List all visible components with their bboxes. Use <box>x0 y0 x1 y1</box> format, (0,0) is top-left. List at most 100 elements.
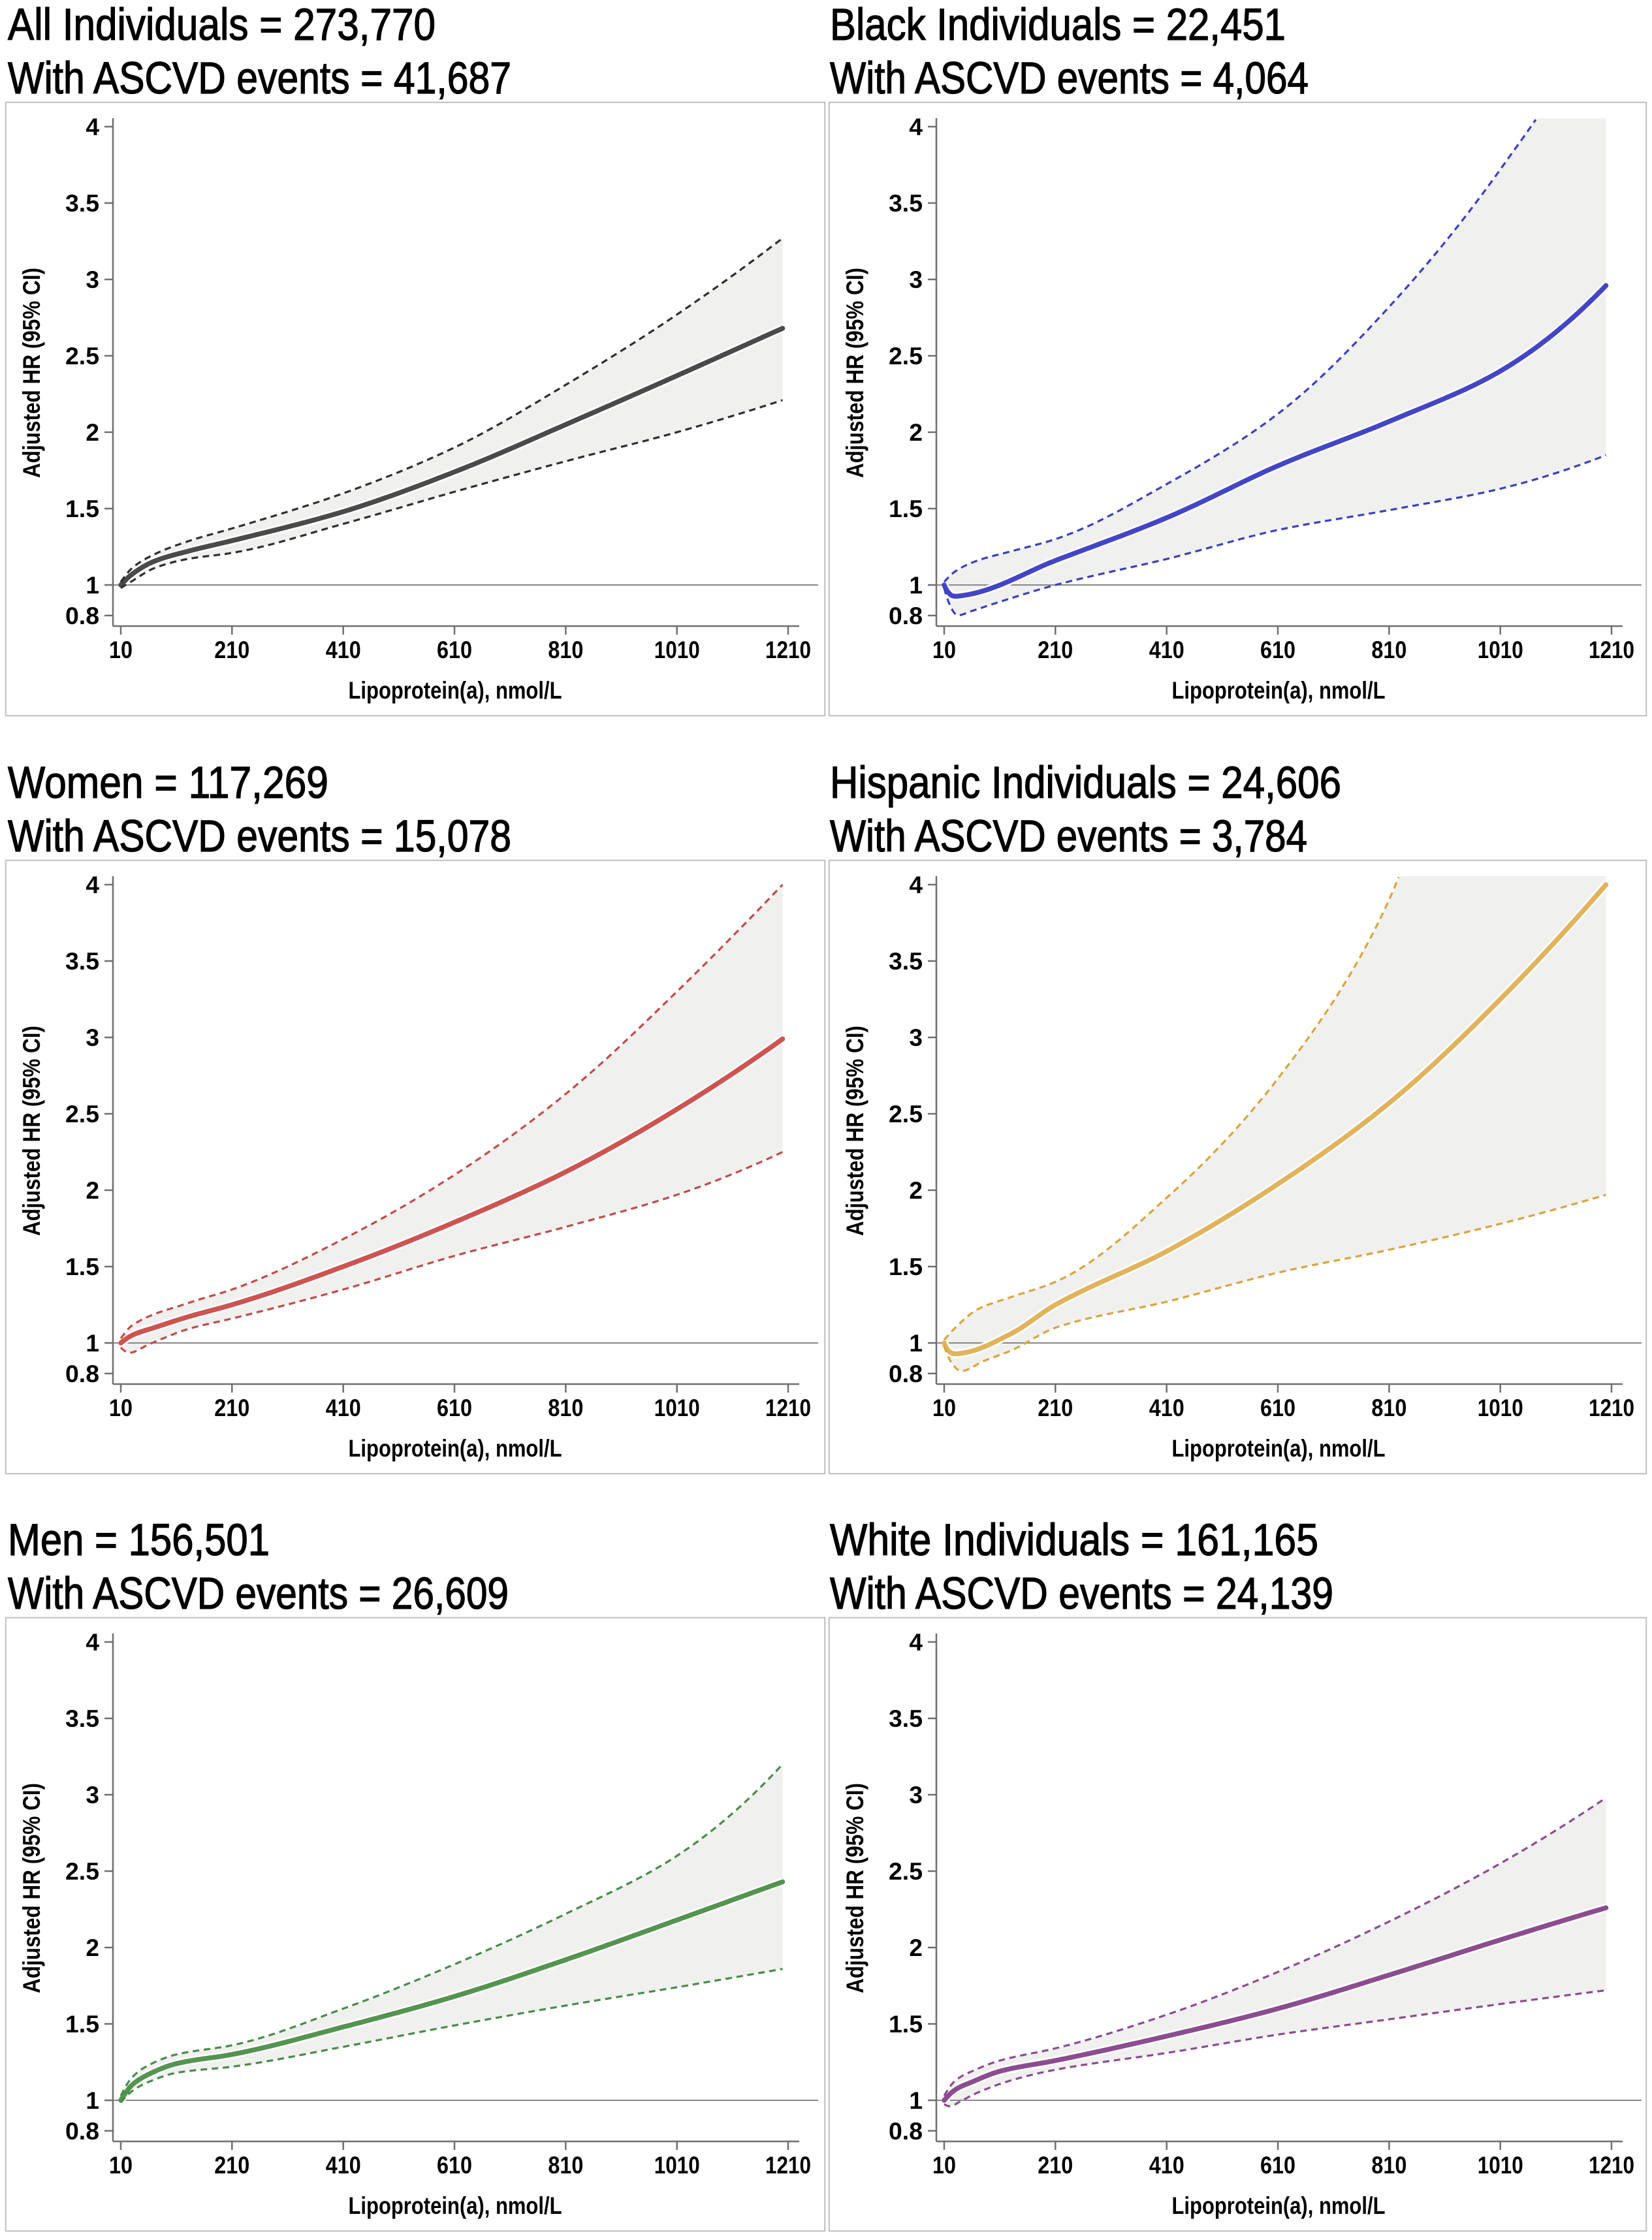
svg-text:1210: 1210 <box>1589 637 1634 663</box>
svg-text:2.5: 2.5 <box>889 343 923 370</box>
svg-text:10: 10 <box>109 2152 133 2179</box>
svg-text:210: 210 <box>214 637 249 663</box>
svg-text:Black Individuals = 22,451: Black Individuals = 22,451 <box>830 0 1286 50</box>
svg-text:Lipoprotein(a), nmol/L: Lipoprotein(a), nmol/L <box>1172 2192 1386 2219</box>
svg-text:1010: 1010 <box>1478 637 1523 663</box>
svg-text:2: 2 <box>86 1934 99 1961</box>
svg-text:1010: 1010 <box>1478 1395 1523 1421</box>
svg-text:3.5: 3.5 <box>65 1705 99 1732</box>
svg-text:2.5: 2.5 <box>889 1101 923 1128</box>
svg-text:1: 1 <box>86 1330 99 1357</box>
svg-text:1: 1 <box>909 1330 923 1357</box>
svg-text:1: 1 <box>909 572 923 599</box>
svg-text:Lipoprotein(a), nmol/L: Lipoprotein(a), nmol/L <box>1172 1435 1386 1462</box>
svg-text:610: 610 <box>1260 1395 1295 1421</box>
svg-text:With ASCVD events = 26,609: With ASCVD events = 26,609 <box>8 1568 509 1618</box>
svg-text:3.5: 3.5 <box>65 190 99 217</box>
svg-text:1: 1 <box>86 2087 99 2114</box>
svg-text:Adjusted HR (95% CI): Adjusted HR (95% CI) <box>18 1783 45 1993</box>
svg-text:210: 210 <box>214 2152 249 2179</box>
svg-text:1.5: 1.5 <box>65 2011 99 2038</box>
svg-text:With ASCVD events = 24,139: With ASCVD events = 24,139 <box>830 1568 1333 1618</box>
svg-text:810: 810 <box>548 1395 583 1421</box>
svg-text:1.5: 1.5 <box>65 496 99 522</box>
svg-text:Adjusted HR (95% CI): Adjusted HR (95% CI) <box>18 268 45 478</box>
svg-text:410: 410 <box>326 637 361 663</box>
svg-text:1010: 1010 <box>654 637 700 663</box>
svg-text:Women = 117,269: Women = 117,269 <box>8 757 328 808</box>
svg-text:2: 2 <box>909 1934 923 1961</box>
svg-text:3.5: 3.5 <box>889 1705 923 1732</box>
svg-text:3.5: 3.5 <box>65 948 99 975</box>
svg-text:210: 210 <box>1038 637 1073 663</box>
svg-text:810: 810 <box>1371 1395 1406 1421</box>
svg-text:4: 4 <box>86 114 99 140</box>
svg-text:3: 3 <box>86 1024 99 1051</box>
svg-text:Men = 156,501: Men = 156,501 <box>8 1515 270 1565</box>
svg-text:4: 4 <box>86 1629 99 1656</box>
svg-text:410: 410 <box>326 1395 361 1421</box>
svg-text:410: 410 <box>1149 637 1184 663</box>
svg-text:210: 210 <box>1038 2152 1073 2179</box>
svg-text:410: 410 <box>1149 1395 1184 1421</box>
svg-text:810: 810 <box>548 2152 583 2179</box>
svg-text:1.5: 1.5 <box>889 1254 923 1280</box>
svg-text:810: 810 <box>548 637 583 663</box>
svg-text:810: 810 <box>1371 637 1406 663</box>
svg-text:Adjusted HR (95% CI): Adjusted HR (95% CI) <box>842 268 868 478</box>
svg-text:610: 610 <box>1260 637 1295 663</box>
svg-text:2.5: 2.5 <box>65 343 99 370</box>
svg-text:0.8: 0.8 <box>889 2118 923 2145</box>
svg-text:210: 210 <box>1038 1395 1073 1421</box>
svg-text:3.5: 3.5 <box>889 190 923 217</box>
svg-text:810: 810 <box>1371 2152 1406 2179</box>
svg-text:0.8: 0.8 <box>65 1361 99 1387</box>
svg-text:All Individuals = 273,770: All Individuals = 273,770 <box>8 0 436 50</box>
svg-text:Lipoprotein(a), nmol/L: Lipoprotein(a), nmol/L <box>349 677 562 704</box>
svg-text:2.5: 2.5 <box>889 1858 923 1885</box>
svg-text:White Individuals = 161,165: White Individuals = 161,165 <box>830 1515 1318 1565</box>
svg-text:Lipoprotein(a), nmol/L: Lipoprotein(a), nmol/L <box>349 1435 562 1462</box>
svg-text:3: 3 <box>909 266 923 293</box>
svg-text:4: 4 <box>86 872 99 898</box>
svg-text:1210: 1210 <box>765 2152 811 2179</box>
svg-text:Hispanic Individuals = 24,606: Hispanic Individuals = 24,606 <box>830 757 1341 808</box>
svg-text:1.5: 1.5 <box>889 2011 923 2038</box>
svg-text:0.8: 0.8 <box>889 603 923 629</box>
svg-text:3: 3 <box>86 1782 99 1808</box>
svg-text:410: 410 <box>326 2152 361 2179</box>
svg-text:210: 210 <box>214 1395 249 1421</box>
svg-text:10: 10 <box>932 1395 956 1421</box>
svg-text:4: 4 <box>909 872 923 898</box>
svg-text:410: 410 <box>1149 2152 1184 2179</box>
svg-text:2.5: 2.5 <box>65 1101 99 1128</box>
svg-text:Lipoprotein(a), nmol/L: Lipoprotein(a), nmol/L <box>349 2192 562 2219</box>
svg-text:610: 610 <box>437 2152 472 2179</box>
svg-text:Adjusted HR (95% CI): Adjusted HR (95% CI) <box>18 1026 45 1236</box>
svg-text:1210: 1210 <box>1589 1395 1634 1421</box>
svg-text:1010: 1010 <box>654 1395 700 1421</box>
svg-text:With ASCVD events = 41,687: With ASCVD events = 41,687 <box>8 53 511 103</box>
svg-text:3.5: 3.5 <box>889 948 923 975</box>
svg-text:610: 610 <box>437 1395 472 1421</box>
svg-text:2: 2 <box>86 1177 99 1204</box>
svg-text:1: 1 <box>86 572 99 599</box>
svg-text:4: 4 <box>909 1629 923 1656</box>
svg-text:1.5: 1.5 <box>889 496 923 522</box>
svg-text:3: 3 <box>909 1782 923 1808</box>
svg-text:Lipoprotein(a), nmol/L: Lipoprotein(a), nmol/L <box>1172 677 1386 704</box>
svg-text:1210: 1210 <box>765 1395 811 1421</box>
svg-text:1010: 1010 <box>654 2152 700 2179</box>
svg-text:0.8: 0.8 <box>889 1361 923 1387</box>
svg-text:With ASCVD events = 4,064: With ASCVD events = 4,064 <box>830 53 1309 103</box>
svg-text:0.8: 0.8 <box>65 603 99 629</box>
svg-text:2: 2 <box>909 1177 923 1204</box>
svg-text:1: 1 <box>909 2087 923 2114</box>
svg-text:With ASCVD events = 15,078: With ASCVD events = 15,078 <box>8 811 511 861</box>
svg-text:2.5: 2.5 <box>65 1858 99 1885</box>
svg-text:1210: 1210 <box>1589 2152 1634 2179</box>
svg-text:1.5: 1.5 <box>65 1254 99 1280</box>
svg-text:610: 610 <box>1260 2152 1295 2179</box>
svg-text:10: 10 <box>109 1395 133 1421</box>
svg-text:Adjusted HR (95% CI): Adjusted HR (95% CI) <box>842 1026 868 1236</box>
